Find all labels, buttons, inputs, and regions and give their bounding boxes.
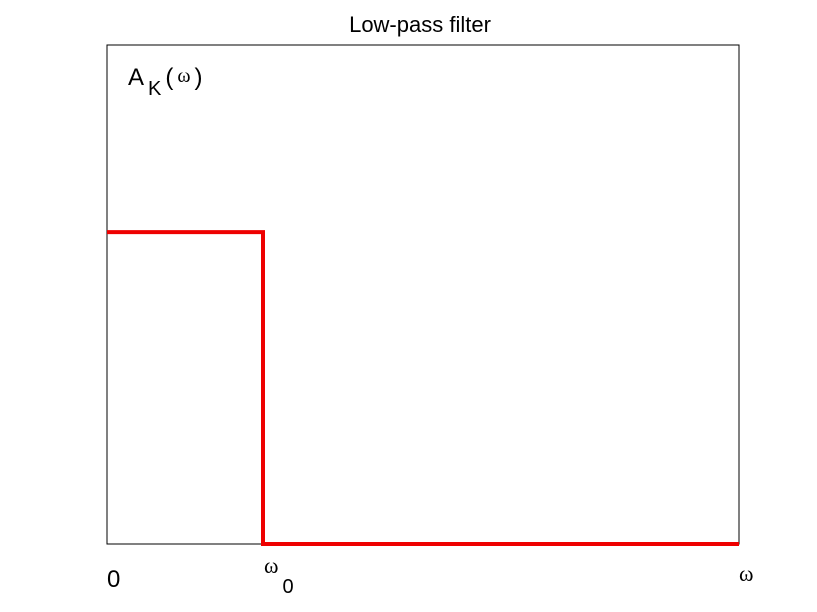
- x-tick-omega0-subscript: 0: [282, 576, 293, 598]
- x-tick-label-0: 0: [107, 566, 120, 593]
- chart-title: Low-pass filter: [349, 12, 491, 37]
- y-label-close-paren: ): [195, 64, 203, 91]
- x-tick-omega0-base: ω: [264, 553, 278, 578]
- series-line-0: [107, 230, 739, 546]
- y-label-subscript: K: [148, 78, 162, 100]
- x-tick-label-omega0: ω 0: [264, 553, 294, 598]
- y-axis-label: A K ( ω ): [128, 64, 203, 100]
- y-label-base: A: [128, 64, 144, 91]
- plot-frame: [106, 44, 740, 545]
- series-layer: [107, 230, 739, 546]
- x-axis-label: ω: [739, 561, 753, 586]
- y-label-open-paren: (: [165, 64, 173, 91]
- y-label-omega: ω: [177, 65, 190, 87]
